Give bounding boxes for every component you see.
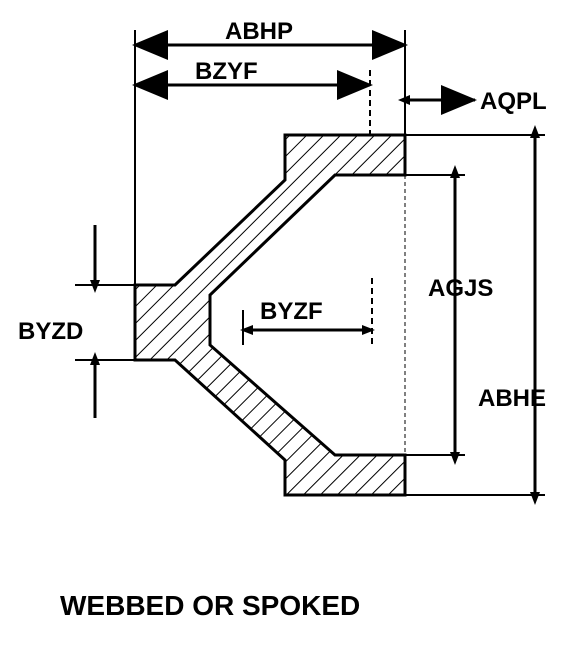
label-agjs: AGJS — [428, 275, 493, 303]
label-bzyf: BZYF — [195, 58, 258, 86]
label-abhp: ABHP — [225, 18, 293, 46]
label-abhe: ABHE — [478, 385, 546, 413]
caption: WEBBED OR SPOKED — [60, 590, 360, 622]
label-aqpl: AQPL — [480, 88, 547, 116]
label-byzf: BYZF — [260, 298, 323, 326]
label-byzd: BYZD — [18, 318, 83, 346]
